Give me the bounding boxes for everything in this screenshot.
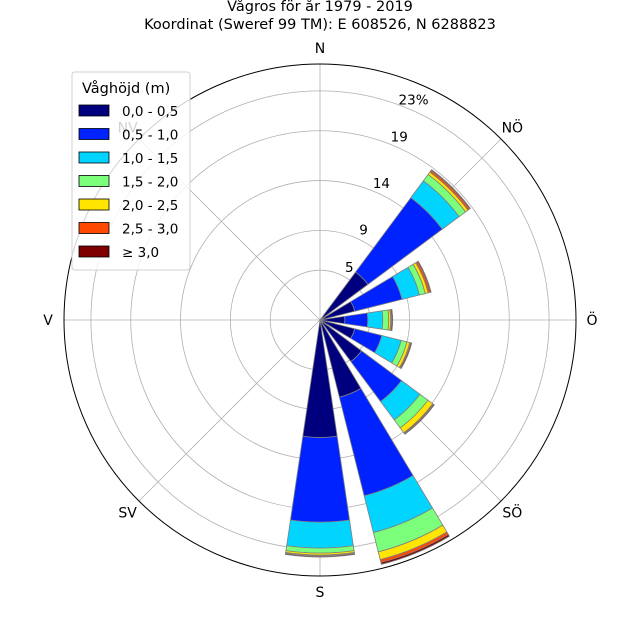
- legend-swatch: [78, 151, 110, 164]
- radial-tick-label: 14: [373, 176, 390, 192]
- direction-label: SÖ: [502, 503, 522, 521]
- outer-frame: [63, 63, 577, 577]
- legend-entry-label: ≥ 3,0: [122, 245, 159, 261]
- bar-segment: [390, 308, 394, 332]
- chart-title-block: Vågros för år 1979 - 2019 Koordinat (Swe…: [0, 0, 640, 34]
- bar-segment: [399, 342, 413, 370]
- legend-entry-label: 0,0 - 0,5: [122, 104, 178, 120]
- legend-swatch: [78, 245, 110, 258]
- legend-swatch: [78, 128, 110, 140]
- legend-entry-label: 1,5 - 2,0: [122, 175, 178, 191]
- direction-label: S: [316, 585, 325, 601]
- legend-entry-label: 0,5 - 1,0: [122, 128, 178, 144]
- legend-swatch: [78, 198, 110, 211]
- bar-segment: [416, 260, 432, 293]
- direction-label: N: [315, 41, 325, 57]
- bar-segment: [302, 319, 338, 438]
- wave-rose-bars: [284, 169, 471, 565]
- legend-entry-label: 2,0 - 2,5: [122, 198, 178, 214]
- chart-subtitle: Koordinat (Sweref 99 TM): E 608526, N 62…: [144, 17, 496, 33]
- legend: Våghöjd (m) 0,0 - 0,5 0,5 - 1,0 1,0 - 1,5 1,…: [71, 71, 191, 271]
- radial-tick-label: 9: [359, 223, 368, 239]
- legend-title: Våghöjd (m): [82, 80, 170, 97]
- bar-segment: [366, 310, 384, 330]
- bar-segment: [430, 169, 471, 210]
- chart-title: Vågros för år 1979 - 2019: [227, 0, 413, 15]
- legend-entry-label: 2,5 - 3,0: [122, 222, 178, 238]
- radial-tick-label: 5: [345, 260, 354, 276]
- direction-label: Ö: [586, 311, 597, 329]
- bar-segment: [381, 309, 390, 331]
- bar-segment: [284, 553, 356, 558]
- bar-segment: [344, 312, 369, 328]
- legend-box: [71, 71, 191, 271]
- bar-segment: [286, 519, 354, 549]
- grid-spoke: [138, 319, 321, 502]
- direction-label: V: [43, 313, 53, 329]
- legend-swatch: [78, 222, 110, 234]
- direction-label: SV: [118, 505, 137, 521]
- legend-swatch: [78, 104, 110, 117]
- legend-swatch: [78, 175, 110, 187]
- radial-tick-label: 19: [391, 130, 408, 146]
- bar-segment: [403, 403, 435, 435]
- bar-segment: [290, 435, 350, 523]
- legend-entry-label: 1,0 - 1,5: [122, 151, 178, 167]
- direction-label: NÖ: [502, 119, 524, 137]
- bar-segment: [380, 533, 450, 565]
- radial-tick-label: 23%: [399, 92, 429, 108]
